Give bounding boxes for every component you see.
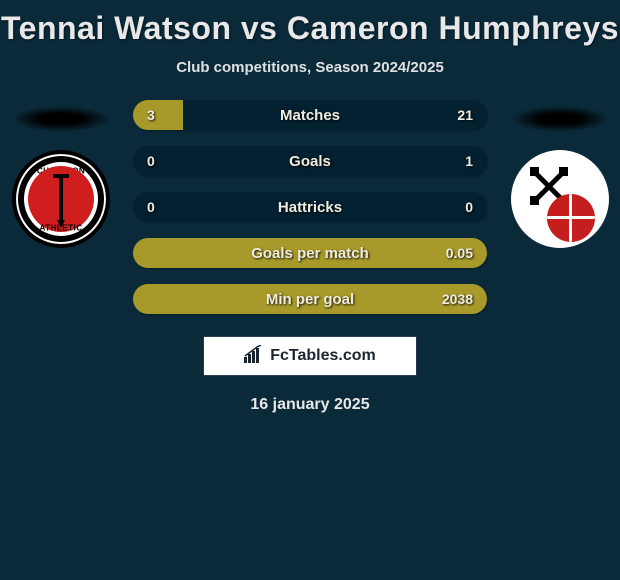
date-label: 16 january 2025 bbox=[0, 396, 620, 414]
stat-value-left: 3 bbox=[147, 107, 155, 123]
crest-bottom-text: ATHLETIC bbox=[20, 224, 101, 233]
stat-label: Min per goal bbox=[133, 291, 487, 308]
stat-value-right: 0.05 bbox=[446, 245, 473, 261]
stat-label: Matches bbox=[133, 107, 487, 124]
stat-value-right: 21 bbox=[457, 107, 473, 123]
stat-value-right: 1 bbox=[465, 153, 473, 169]
brand-box: FcTables.com bbox=[203, 336, 417, 376]
stat-value-right: 2038 bbox=[442, 291, 473, 307]
stat-row: Matches3 21 bbox=[133, 100, 487, 130]
stat-row: Hattricks0 0 bbox=[133, 192, 487, 222]
ball-icon bbox=[547, 194, 595, 242]
stat-value-left: 0 bbox=[147, 199, 155, 215]
chart-icon bbox=[244, 345, 266, 368]
stat-value-right: 0 bbox=[465, 199, 473, 215]
comparison-card: Tennai Watson vs Cameron Humphreys Club … bbox=[0, 0, 620, 414]
stat-row: Min per goal2038 bbox=[133, 284, 487, 314]
main-area: CHARLTON ATHLETIC Matches321Goals01Hattr… bbox=[0, 106, 620, 314]
left-club-column: CHARLTON ATHLETIC bbox=[8, 106, 113, 248]
page-title: Tennai Watson vs Cameron Humphreys bbox=[0, 10, 620, 47]
rotherham-crest-icon bbox=[511, 150, 609, 248]
stat-value-left: 0 bbox=[147, 153, 155, 169]
stat-bars: Matches321Goals01Hattricks00Goals per ma… bbox=[113, 100, 507, 314]
subtitle: Club competitions, Season 2024/2025 bbox=[0, 59, 620, 76]
charlton-crest-icon: CHARLTON ATHLETIC bbox=[12, 150, 110, 248]
brand-text: FcTables.com bbox=[270, 347, 376, 365]
shadow-ellipse bbox=[510, 106, 610, 132]
stat-label: Goals bbox=[133, 153, 487, 170]
stat-label: Hattricks bbox=[133, 199, 487, 216]
stat-row: Goals per match0.05 bbox=[133, 238, 487, 268]
stat-label: Goals per match bbox=[133, 245, 487, 262]
sword-icon bbox=[59, 178, 63, 220]
shadow-ellipse bbox=[11, 106, 111, 132]
right-club-column bbox=[507, 106, 612, 248]
stat-row: Goals0 1 bbox=[133, 146, 487, 176]
crest-inner bbox=[28, 166, 94, 232]
